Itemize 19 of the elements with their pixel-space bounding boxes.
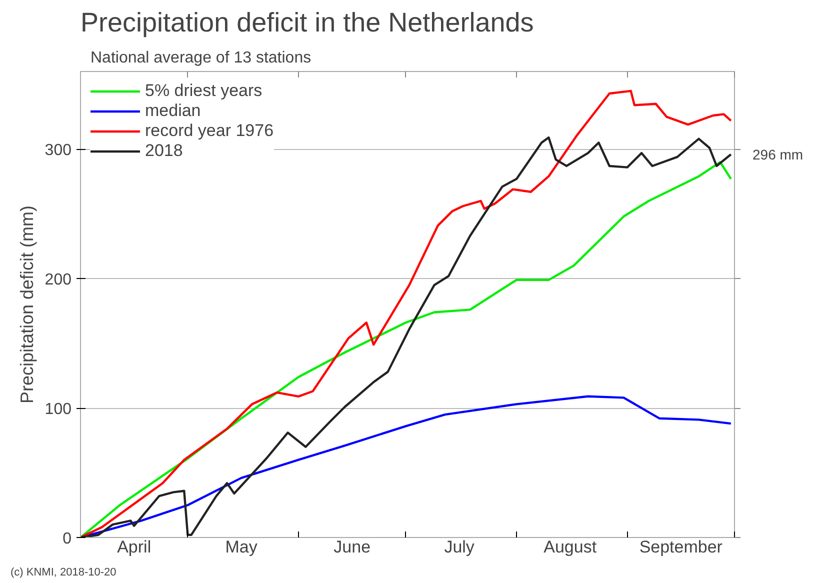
text: (c) KNMI, 2018-10-20 <box>10 566 116 578</box>
text: 296 mm <box>752 146 804 162</box>
y-tick-label: 100 <box>44 401 72 418</box>
legend-label: 2018 <box>145 141 183 161</box>
x-tick-label: July <box>444 538 475 556</box>
legend-label: median <box>145 101 201 121</box>
legend-label: record year 1976 <box>145 121 274 141</box>
x-tick-label: September <box>639 538 723 556</box>
y-tick-label: 300 <box>44 142 72 160</box>
legend-label: 5% driest years <box>145 81 262 101</box>
y-tick-label: 200 <box>44 272 72 289</box>
x-tick-label: May <box>225 538 258 556</box>
x-tick-label: June <box>334 538 371 556</box>
x-tick-label: April <box>117 538 152 556</box>
chart-subtitle: National average of 13 stations <box>90 50 312 66</box>
y-tick-label: 0 <box>62 530 72 548</box>
chart-title: Precipitation deficit in the Netherlands <box>80 8 534 38</box>
y-axis-title: Precipitation deficit (mm) <box>16 205 37 404</box>
x-tick-label: August <box>544 538 597 556</box>
